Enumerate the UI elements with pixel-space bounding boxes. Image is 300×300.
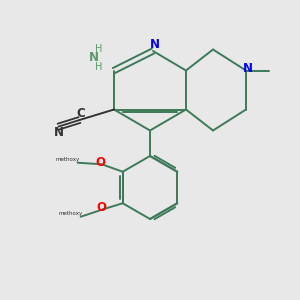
Text: H: H	[95, 44, 102, 54]
Text: C: C	[76, 107, 85, 120]
Text: O: O	[95, 156, 105, 169]
Text: H: H	[95, 62, 102, 72]
Text: N: N	[242, 62, 253, 76]
Text: methoxy: methoxy	[58, 211, 82, 216]
Text: N: N	[89, 51, 99, 64]
Text: methoxy: methoxy	[55, 157, 79, 162]
Text: O: O	[97, 201, 107, 214]
Text: N: N	[53, 126, 64, 139]
Text: N: N	[149, 38, 160, 51]
